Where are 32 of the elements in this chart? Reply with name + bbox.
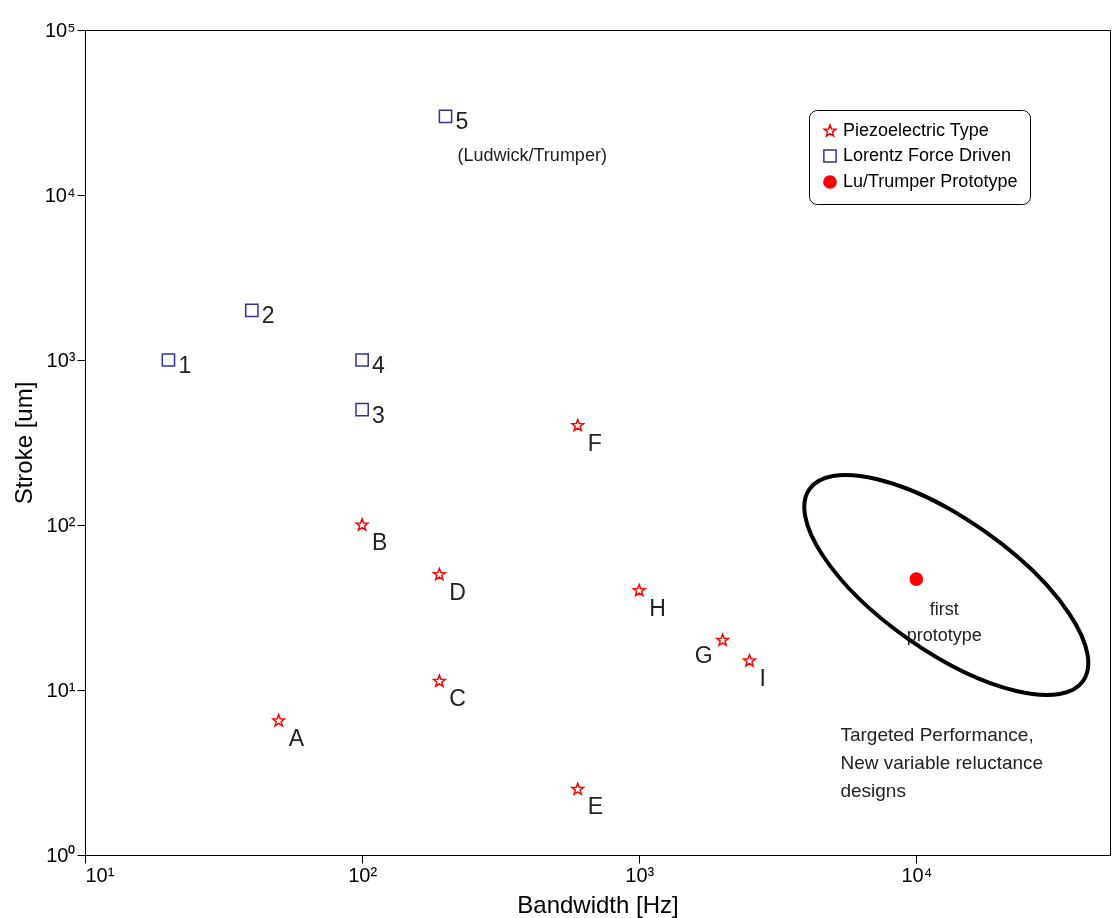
annotation: C bbox=[449, 685, 466, 712]
annotation: (Ludwick/Trumper) bbox=[457, 145, 607, 166]
legend-label: Lorentz Force Driven bbox=[843, 145, 1012, 165]
annotation: F bbox=[587, 429, 602, 456]
annotation: Targeted Performance, New variable reluctance designs bbox=[840, 724, 1044, 802]
annotation: G bbox=[694, 642, 713, 669]
x-tick-label: 10¹ bbox=[85, 863, 115, 886]
annotation: E bbox=[587, 793, 604, 820]
annotation: I bbox=[759, 664, 766, 691]
annotation: D bbox=[449, 578, 466, 605]
legend-label: Piezoelectric Type bbox=[843, 120, 989, 140]
x-axis-title: Bandwidth [Hz] bbox=[517, 890, 679, 918]
y-tick-label: 10² bbox=[46, 513, 76, 536]
annotation: 3 bbox=[372, 401, 385, 428]
annotation: 2 bbox=[261, 302, 275, 329]
y-tick-label: 10⁴ bbox=[44, 183, 76, 206]
y-tick-label: 10³ bbox=[46, 348, 76, 371]
y-tick-label: 10⁵ bbox=[44, 18, 76, 41]
y-tick-label: 10⁰ bbox=[46, 843, 76, 866]
annotation: H bbox=[649, 594, 666, 621]
x-tick-label: 10² bbox=[348, 863, 378, 886]
annotation: 1 bbox=[178, 352, 192, 378]
legend-label: Lu/Trumper Prototype bbox=[843, 171, 1018, 191]
annotation: 4 bbox=[372, 352, 386, 378]
annotation: A bbox=[288, 724, 305, 751]
x-tick-label: 10³ bbox=[625, 863, 655, 886]
y-axis-title: Stroke [um] bbox=[9, 381, 37, 505]
x-tick-label: 10⁴ bbox=[901, 863, 933, 886]
annotation: first prototype bbox=[906, 599, 982, 646]
annotation: 5 bbox=[455, 108, 469, 135]
y-tick-label: 10¹ bbox=[46, 678, 76, 701]
annotation: B bbox=[372, 529, 388, 555]
